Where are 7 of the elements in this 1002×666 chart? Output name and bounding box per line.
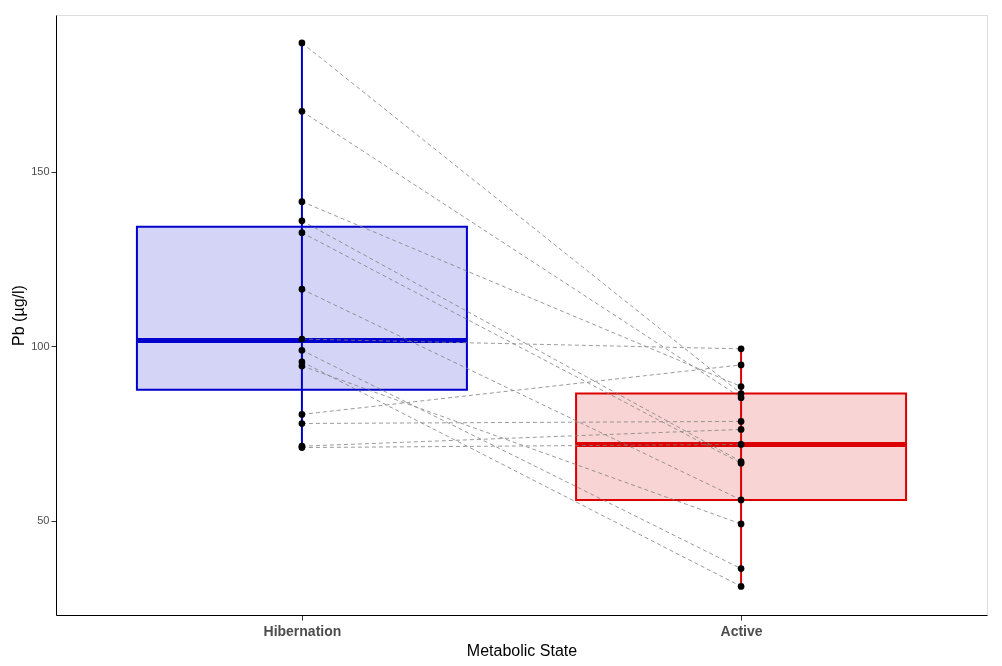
y-tick-label: 50 <box>37 514 50 527</box>
x-axis-title: Metabolic State <box>466 641 578 659</box>
y-tick-label: 100 <box>31 339 50 352</box>
x-tick-label: Hibernation <box>263 622 342 639</box>
x-tick-label: Active <box>720 622 763 639</box>
y-axis-title: Pb (µg/l) <box>10 285 28 346</box>
y-tick-label: 150 <box>31 165 50 178</box>
